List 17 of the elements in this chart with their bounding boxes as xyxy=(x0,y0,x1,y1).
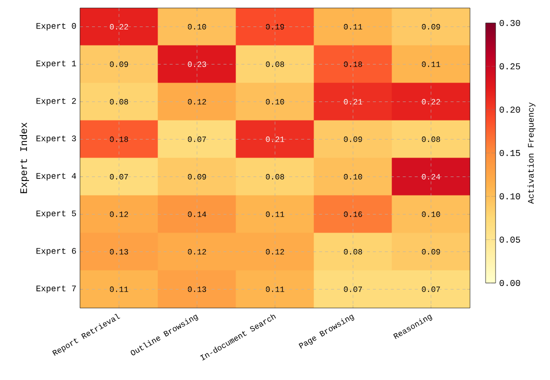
color-bar-label: 0.30 xyxy=(500,20,520,26)
color-bar-label: 0.05 xyxy=(500,236,520,243)
color-bar-label: 0.10 xyxy=(500,193,520,200)
y-tick-label: Expert 3 xyxy=(36,136,76,143)
color-bar-label: 0.25 xyxy=(500,63,520,70)
color-bar-title: Activation Frequency xyxy=(527,102,536,204)
y-tick-label: Expert 6 xyxy=(36,248,76,256)
y-tick-label: Expert 7 xyxy=(36,286,76,293)
color-bar-label: 0.00 xyxy=(500,280,520,286)
y-tick-label: Expert 1 xyxy=(36,60,76,68)
color-bar-label: 0.15 xyxy=(500,150,520,156)
y-axis-title: Expert Index xyxy=(20,122,29,194)
y-tick-label: Expert 5 xyxy=(36,210,76,218)
color-bar-label: 0.20 xyxy=(500,106,520,113)
y-tick-label: Expert 0 xyxy=(36,23,76,30)
y-tick-label: Expert 2 xyxy=(36,98,76,106)
y-tick-label: Expert 4 xyxy=(36,173,76,180)
